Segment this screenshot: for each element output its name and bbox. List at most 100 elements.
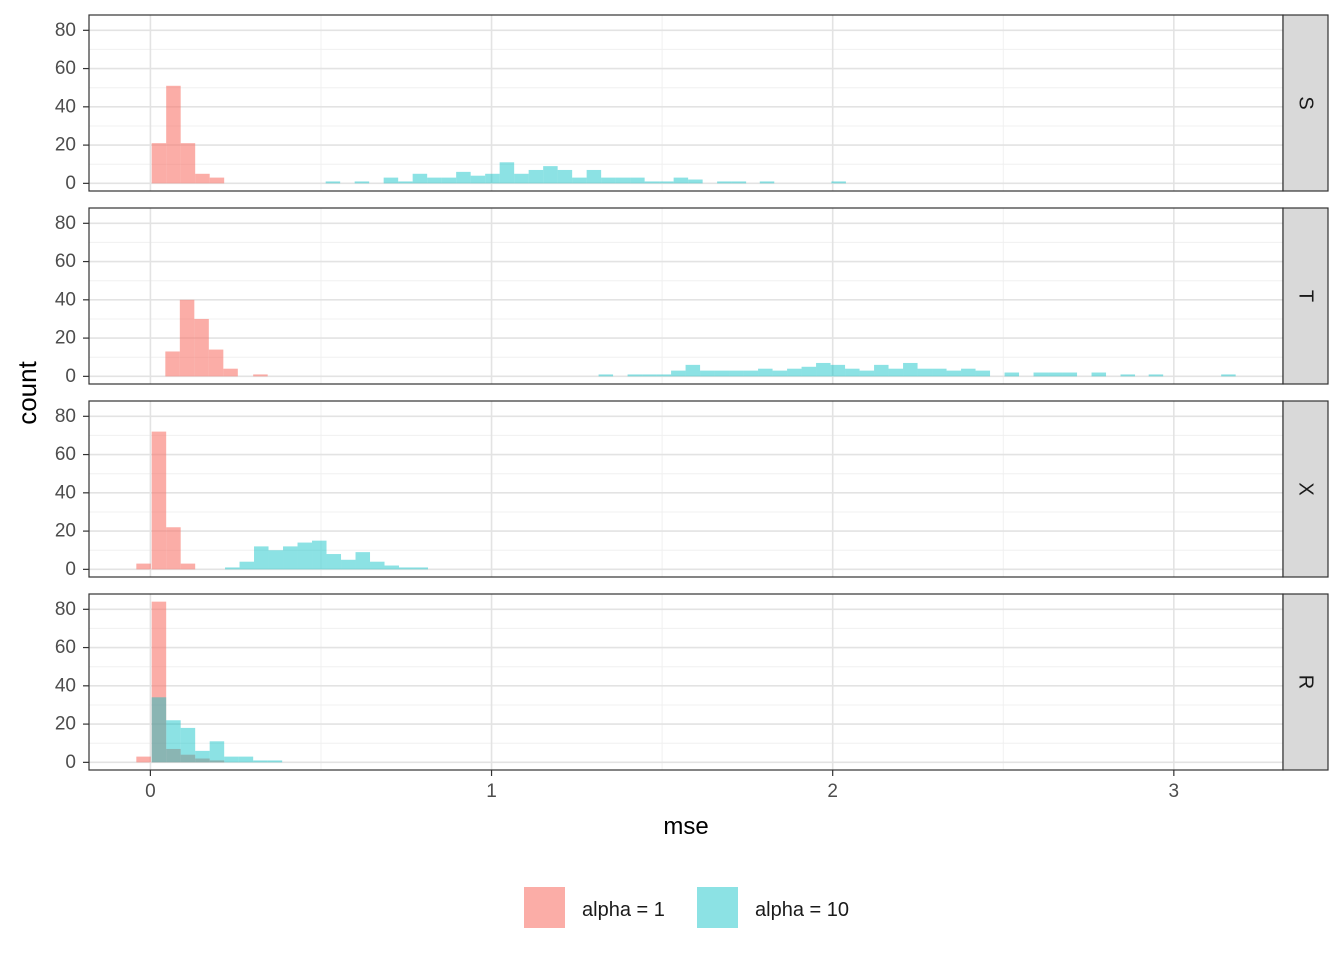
- histogram-bar: [209, 741, 225, 763]
- histogram-bar: [830, 364, 846, 377]
- panel-x: X 0 20 40 60 80: [55, 400, 1329, 580]
- histogram-bar: [1120, 374, 1136, 377]
- histogram-bar: [644, 181, 660, 184]
- histogram-bar: [209, 760, 225, 763]
- y-tick-label: 20: [55, 714, 76, 735]
- histogram-bar: [180, 143, 196, 184]
- histogram-bar: [383, 177, 399, 184]
- histogram-bar: [615, 177, 631, 184]
- panel-r: R 0 20 40 60 80: [55, 593, 1329, 773]
- histogram-bar: [253, 760, 268, 763]
- histogram-bar: [398, 181, 413, 184]
- y-tick-label: 80: [55, 406, 76, 427]
- histogram-bar: [166, 85, 181, 184]
- facet-strip-label: R: [1295, 675, 1317, 689]
- histogram-bar: [673, 177, 689, 184]
- histogram-bar: [136, 563, 151, 570]
- histogram-bar: [151, 431, 167, 570]
- facet-strip-label: T: [1295, 290, 1317, 302]
- histogram-bar: [208, 349, 224, 377]
- y-tick-label: 80: [55, 213, 76, 234]
- histogram-bar: [355, 552, 371, 570]
- panel-background: [89, 15, 1283, 191]
- histogram-bar: [659, 181, 674, 184]
- x-axis-title: mse: [663, 813, 708, 840]
- histogram-bar: [268, 550, 284, 570]
- histogram-bar: [179, 299, 195, 377]
- histogram-bar: [166, 720, 181, 763]
- y-tick-label: 40: [55, 289, 76, 310]
- histogram-bar: [743, 370, 759, 377]
- histogram-bar: [671, 370, 686, 377]
- histogram-bar: [194, 318, 209, 377]
- histogram-bar: [572, 177, 587, 184]
- facet-strip: [1282, 14, 1329, 192]
- y-tick-label: 0: [65, 752, 76, 773]
- histogram-bar: [528, 169, 544, 184]
- histogram-bar: [961, 368, 976, 377]
- y-tick-label: 60: [55, 444, 76, 465]
- panel-background: [89, 208, 1283, 384]
- histogram-bar: [801, 366, 817, 377]
- x-tick-label: 0: [145, 781, 156, 802]
- histogram-bar: [598, 374, 614, 377]
- y-tick-label: 60: [55, 637, 76, 658]
- histogram-bar: [136, 756, 151, 763]
- histogram-bar: [238, 756, 254, 763]
- series-alpha-1: [165, 299, 268, 377]
- histogram-bar: [975, 370, 991, 377]
- histogram-bar: [441, 177, 457, 184]
- histogram-bar: [384, 565, 400, 570]
- y-tick-label: 20: [55, 135, 76, 156]
- histogram-bar: [456, 171, 471, 184]
- facet-strip-label: X: [1295, 482, 1317, 495]
- series-alpha-10: [598, 362, 1236, 377]
- legend-label-alpha-1: alpha = 1: [582, 899, 665, 921]
- histogram-bar: [499, 162, 515, 184]
- x-tick-label: 3: [1169, 781, 1180, 802]
- x-tick-label: 1: [486, 781, 497, 802]
- x-tick-label: 2: [827, 781, 838, 802]
- histogram-bar: [1004, 372, 1020, 377]
- histogram-bar: [656, 374, 672, 377]
- panel-background: [89, 401, 1283, 577]
- histogram-bar: [224, 756, 239, 763]
- series-alpha-1: [136, 431, 196, 570]
- histogram-bar: [166, 748, 181, 763]
- panel-t: T 0 20 40 60 80: [55, 207, 1329, 387]
- histogram-bar: [874, 364, 889, 377]
- histogram-bar: [731, 181, 747, 184]
- histogram-bar: [831, 181, 846, 184]
- panel-s: S 0 20 40 60 80: [55, 14, 1329, 194]
- y-tick-label: 40: [55, 96, 76, 117]
- facet-strip: [1282, 207, 1329, 385]
- histogram-bar: [180, 727, 196, 763]
- histogram-bar: [816, 362, 831, 377]
- histogram-bar: [586, 169, 602, 184]
- y-tick-label: 60: [55, 251, 76, 272]
- histogram-bar: [166, 527, 181, 570]
- histogram-bar: [758, 368, 773, 377]
- histogram-bar: [223, 368, 238, 377]
- panels: S 0 20 40 60 80 T 0 20 40 60 80 X 0 20 40 60 80 R 0 20 40 60 80: [55, 14, 1329, 773]
- histogram-bar: [209, 177, 225, 184]
- facet-strip-label: S: [1295, 96, 1317, 109]
- y-tick-label: 20: [55, 328, 76, 349]
- series-alpha-10: [225, 540, 429, 570]
- y-tick-label: 0: [65, 173, 76, 194]
- y-tick-label: 20: [55, 521, 76, 542]
- legend-key-alpha-10: [697, 887, 738, 928]
- y-tick-label: 0: [65, 559, 76, 580]
- legend-key-alpha-1: [524, 887, 565, 928]
- histogram-bar: [688, 179, 703, 184]
- histogram-bar: [685, 364, 701, 377]
- histogram-bar: [627, 374, 643, 377]
- histogram-bar: [1148, 374, 1164, 377]
- histogram-bar: [787, 368, 802, 377]
- histogram-bar: [326, 554, 342, 570]
- y-tick-label: 80: [55, 20, 76, 41]
- histogram-bar: [254, 546, 269, 570]
- histogram-bar: [700, 370, 715, 377]
- histogram-bar: [470, 175, 486, 184]
- histogram-bar: [151, 697, 167, 763]
